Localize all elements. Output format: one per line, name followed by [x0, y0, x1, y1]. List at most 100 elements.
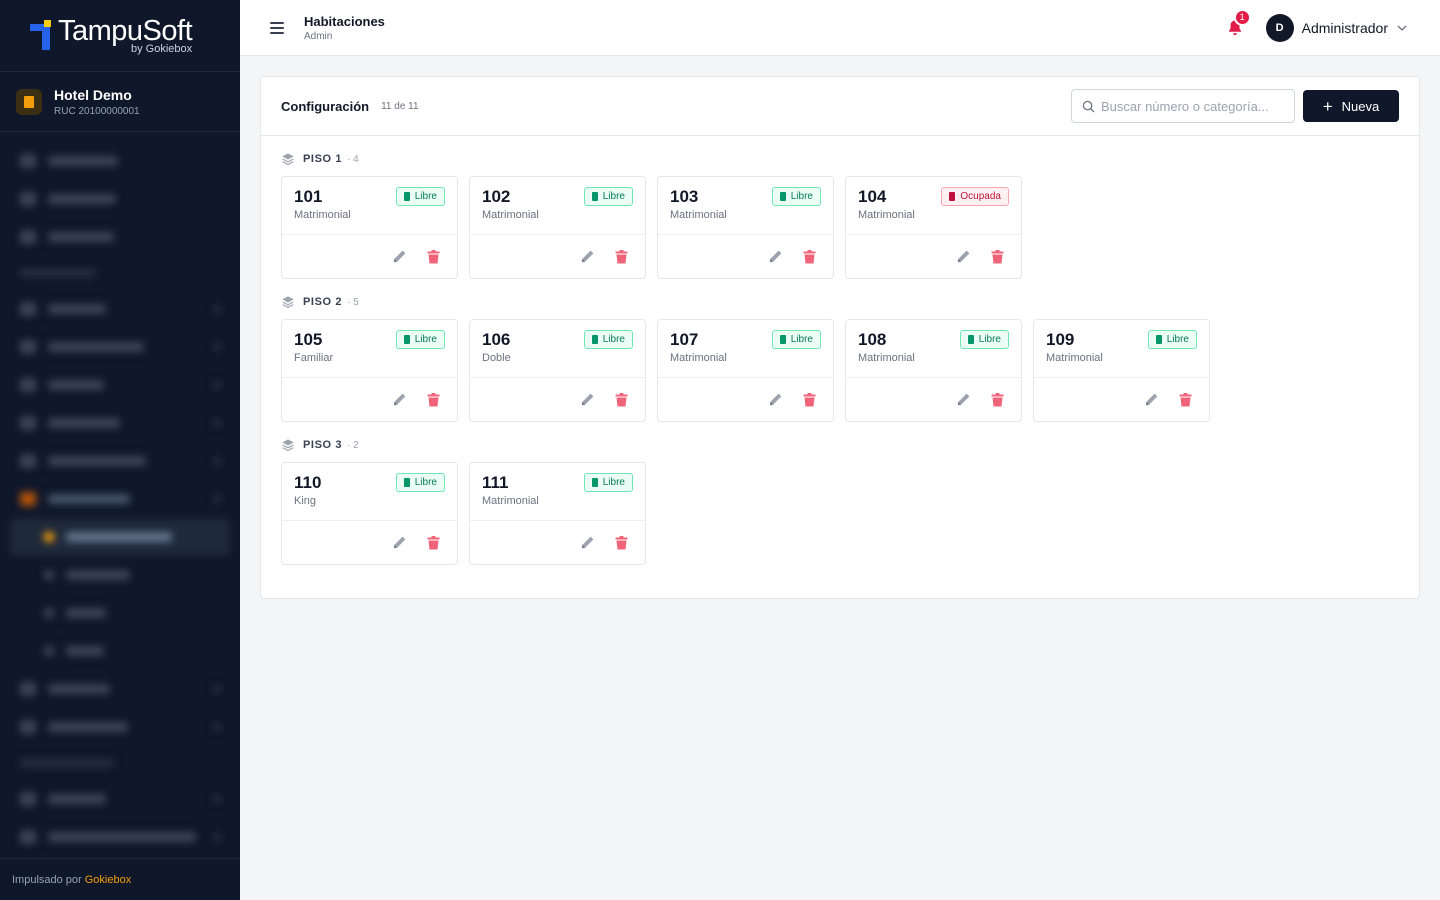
layers-icon — [282, 296, 294, 309]
edit-room-button[interactable] — [391, 249, 407, 265]
sidebar-item[interactable] — [0, 442, 240, 480]
room-card[interactable]: 102 Matrimonial Libre — [469, 176, 646, 279]
status-label: Libre — [790, 334, 813, 345]
search-input[interactable] — [1101, 98, 1281, 114]
edit-room-button[interactable] — [579, 535, 595, 551]
pencil-icon — [769, 250, 781, 263]
sidebar-item[interactable] — [0, 218, 240, 256]
trash-icon — [803, 392, 815, 406]
sidebar-item[interactable] — [0, 708, 240, 746]
room-grid: 105 Familiar Libre 106 Doble Libre — [281, 319, 1399, 422]
sidebar-subitem[interactable] — [0, 556, 240, 594]
brand-logo[interactable]: TampuSoft by Gokiebox — [0, 0, 240, 72]
hotel-selector[interactable]: Hotel Demo RUC 20100000001 — [0, 72, 240, 132]
page-title: Habitaciones — [304, 13, 385, 29]
avatar[interactable]: D — [1265, 13, 1294, 42]
room-card[interactable]: 103 Matrimonial Libre — [657, 176, 834, 279]
hamburger-icon[interactable] — [270, 21, 284, 34]
room-category: Matrimonial — [670, 209, 727, 221]
panel-title: Configuración — [281, 98, 370, 114]
sidebar-item[interactable] — [0, 404, 240, 442]
edit-room-button[interactable] — [391, 535, 407, 551]
door-icon — [591, 192, 598, 201]
delete-room-button[interactable] — [989, 392, 1005, 408]
sidebar-item[interactable] — [0, 780, 240, 818]
sidebar-subitem-current[interactable] — [10, 518, 230, 556]
delete-room-button[interactable] — [425, 392, 441, 408]
delete-room-button[interactable] — [613, 249, 629, 265]
status-badge: Libre — [395, 187, 445, 206]
room-number: 102 — [482, 187, 511, 206]
room-card[interactable]: 109 Matrimonial Libre — [1033, 319, 1210, 422]
sidebar-item[interactable] — [0, 818, 240, 856]
powered-by-link[interactable]: Gokiebox — [84, 873, 132, 886]
delete-room-button[interactable] — [989, 249, 1005, 265]
brand-subtitle: by Gokiebox — [130, 42, 193, 55]
sidebar-item[interactable] — [0, 366, 240, 404]
delete-room-button[interactable] — [613, 535, 629, 551]
hotel-ruc: RUC 20100000001 — [54, 105, 140, 117]
door-icon — [779, 192, 786, 201]
room-category: King — [294, 495, 317, 507]
delete-room-button[interactable] — [425, 535, 441, 551]
delete-room-button[interactable] — [1177, 392, 1193, 408]
room-card[interactable]: 106 Doble Libre — [469, 319, 646, 422]
door-icon — [1155, 335, 1162, 344]
pencil-icon — [393, 393, 405, 406]
trash-icon — [803, 249, 815, 263]
edit-room-button[interactable] — [391, 392, 407, 408]
edit-room-button[interactable] — [1143, 392, 1159, 408]
edit-room-button[interactable] — [579, 249, 595, 265]
room-card[interactable]: 105 Familiar Libre — [281, 319, 458, 422]
delete-room-button[interactable] — [425, 249, 441, 265]
edit-room-button[interactable] — [955, 392, 971, 408]
room-card[interactable]: 107 Matrimonial Libre — [657, 319, 834, 422]
delete-room-button[interactable] — [801, 249, 817, 265]
edit-room-button[interactable] — [767, 249, 783, 265]
sidebar-item[interactable] — [0, 180, 240, 218]
sidebar-subitem[interactable] — [0, 594, 240, 632]
pencil-icon — [1145, 393, 1157, 406]
layers-icon — [282, 439, 294, 452]
delete-room-button[interactable] — [613, 392, 629, 408]
room-card[interactable]: 108 Matrimonial Libre — [845, 319, 1022, 422]
pencil-icon — [957, 393, 969, 406]
room-card[interactable]: 110 King Libre — [281, 462, 458, 565]
room-number: 107 — [670, 330, 699, 349]
delete-room-button[interactable] — [801, 392, 817, 408]
sidebar-item[interactable] — [0, 670, 240, 708]
sidebar-nav-blurred — [0, 132, 240, 856]
sidebar-item[interactable] — [0, 142, 240, 180]
floor-name: PISO 2 — [303, 296, 343, 308]
room-category: Matrimonial — [858, 209, 915, 221]
notification-count-badge: 1 — [1233, 8, 1251, 26]
rooms-count: 11 de 11 — [381, 100, 419, 112]
status-label: Libre — [1166, 334, 1189, 345]
powered-by-prefix: Impulsado por — [12, 873, 82, 886]
status-label: Libre — [602, 477, 625, 488]
pencil-icon — [769, 393, 781, 406]
room-number: 110 — [294, 473, 322, 492]
edit-room-button[interactable] — [955, 249, 971, 265]
chevron-down-icon[interactable] — [1396, 22, 1408, 34]
room-card[interactable]: 111 Matrimonial Libre — [469, 462, 646, 565]
door-icon — [591, 478, 598, 487]
edit-room-button[interactable] — [579, 392, 595, 408]
status-badge: Libre — [395, 330, 445, 349]
sidebar-item[interactable] — [0, 328, 240, 366]
sidebar-item-active[interactable] — [0, 480, 240, 518]
room-card[interactable]: 101 Matrimonial Libre — [281, 176, 458, 279]
search-box[interactable] — [1071, 89, 1295, 123]
room-category: Matrimonial — [858, 352, 915, 364]
new-room-button[interactable]: + Nueva — [1303, 90, 1399, 122]
sidebar-item[interactable] — [0, 290, 240, 328]
room-category: Familiar — [294, 352, 334, 364]
sidebar-subitem[interactable] — [0, 632, 240, 670]
trash-icon — [615, 392, 627, 406]
edit-room-button[interactable] — [767, 392, 783, 408]
building-icon — [16, 88, 42, 115]
hotel-name: Hotel Demo — [54, 86, 132, 103]
user-name[interactable]: Administrador — [1301, 19, 1388, 36]
notifications-button[interactable]: 1 — [1226, 8, 1251, 37]
room-card[interactable]: 104 Matrimonial Ocupada — [845, 176, 1022, 279]
